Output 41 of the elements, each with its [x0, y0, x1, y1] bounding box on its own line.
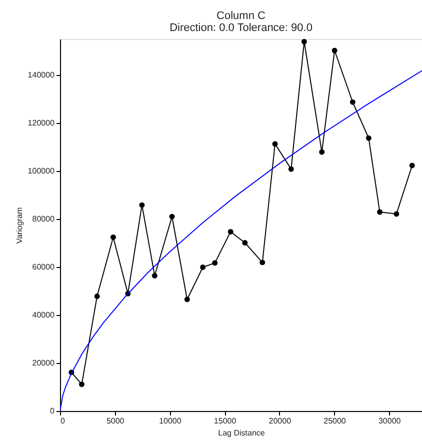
point [366, 135, 372, 141]
x-tick-label: 20000 [268, 416, 292, 426]
point [78, 382, 84, 388]
y-tick-label: 60000 [32, 262, 56, 272]
point [152, 272, 158, 278]
y-axis-title: Variogram [14, 207, 24, 244]
point [184, 296, 190, 302]
x-tick-label: 10000 [159, 416, 182, 426]
x-tick-label: 0 [60, 416, 66, 426]
x-tick-label: 30000 [378, 416, 402, 426]
point [272, 141, 278, 147]
x-tick-label: 25000 [324, 416, 346, 426]
y-tick-label: 0 [50, 406, 56, 416]
point [288, 166, 294, 172]
x-axis-title: Lag Distance [218, 428, 266, 438]
y-tick-label: 140000 [28, 70, 56, 80]
point [242, 240, 248, 246]
point [394, 211, 400, 217]
point [301, 39, 307, 44]
point [228, 228, 234, 234]
y-tick-label: 120000 [28, 118, 56, 128]
chart-title: Column C [216, 10, 266, 22]
y-tick-label: 40000 [32, 310, 56, 320]
point [169, 214, 175, 220]
x-tick-label: 5000 [106, 416, 125, 426]
point [409, 162, 415, 168]
point [212, 260, 218, 266]
point [200, 264, 206, 270]
point [377, 209, 383, 215]
x-tick-label: 15000 [214, 416, 237, 426]
point [260, 260, 266, 266]
point [319, 149, 325, 155]
y-tick-label: 100000 [28, 166, 56, 176]
point [94, 294, 100, 300]
point [332, 48, 338, 54]
point [139, 202, 145, 208]
point [350, 99, 356, 105]
chart-subtitle: Direction: 0.0 Tolerance: 90.0 [170, 22, 312, 34]
y-tick-label: 20000 [32, 358, 56, 368]
point [110, 234, 116, 240]
y-tick-label: 80000 [32, 214, 56, 224]
